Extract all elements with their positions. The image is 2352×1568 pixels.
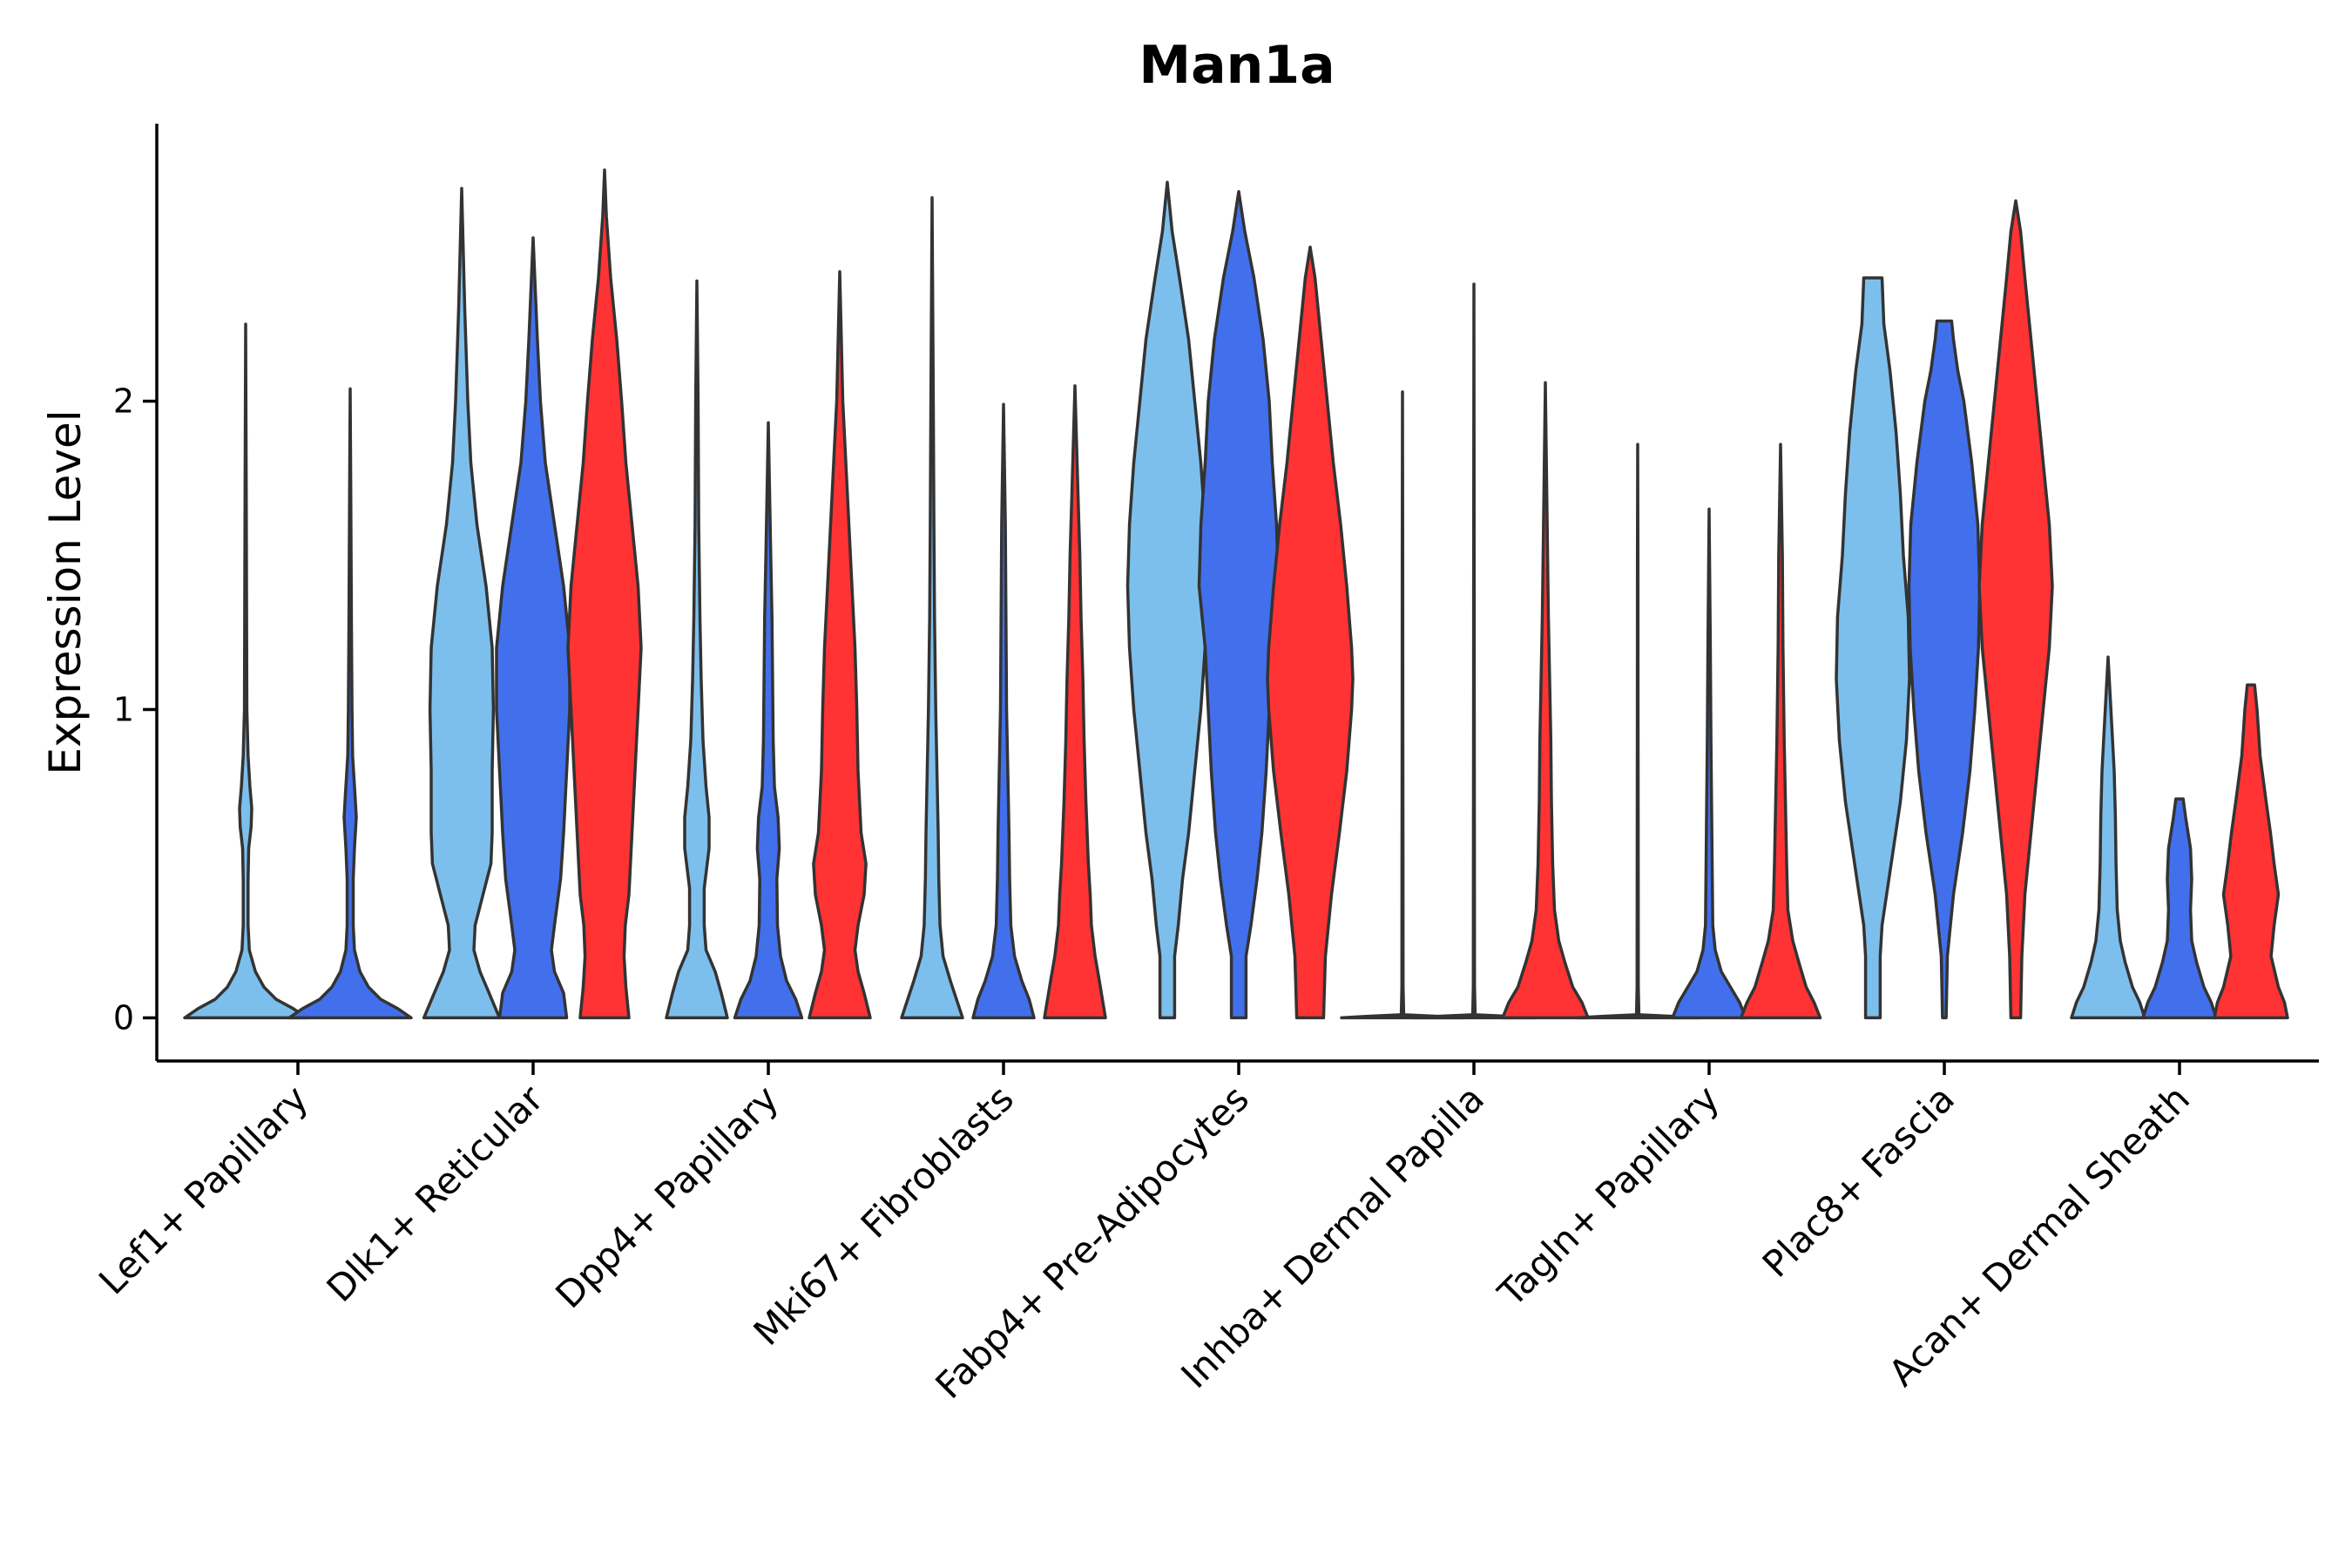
violin-0-0 xyxy=(183,322,308,1020)
violin-2-2 xyxy=(808,270,872,1020)
violin-1-0 xyxy=(422,186,502,1020)
y-tick-label-0: 0 xyxy=(113,998,134,1037)
violin-5-2 xyxy=(1501,381,1590,1020)
x-tick-label-7: Plac8+ Fascia xyxy=(1754,1077,1963,1285)
x-tick-label-1: Dlk1+ Reticular xyxy=(319,1077,552,1310)
violin-2-1 xyxy=(733,421,804,1020)
violin-5-0 xyxy=(1340,390,1465,1020)
violin-2-0 xyxy=(665,279,729,1020)
violin-3-0 xyxy=(900,196,964,1020)
violin-8-1 xyxy=(2141,797,2218,1020)
violin-8-0 xyxy=(2070,655,2146,1020)
x-tick-label-0: Lef1+ Papillary xyxy=(91,1077,316,1302)
violin-4-0 xyxy=(1125,180,1209,1020)
violin-8-2 xyxy=(2213,683,2289,1020)
violin-4-1 xyxy=(1197,190,1281,1020)
x-tick-label-2: Dpp4+ Papillary xyxy=(547,1077,787,1316)
violin-6-0 xyxy=(1575,443,1700,1020)
violin-1-1 xyxy=(495,236,571,1020)
y-axis-label: Expression Level xyxy=(40,409,91,774)
violin-4-2 xyxy=(1266,245,1355,1020)
violin-layer xyxy=(183,168,2289,1020)
violin-6-1 xyxy=(1671,507,1747,1020)
violin-0-1 xyxy=(287,387,413,1020)
x-tick-label-6: Tagln+ Papillary xyxy=(1490,1077,1727,1315)
violin-7-2 xyxy=(1977,199,2054,1020)
y-tick-label-1: 1 xyxy=(113,691,134,729)
y-tick-label-2: 2 xyxy=(113,382,134,421)
violin-7-1 xyxy=(1907,319,1982,1020)
x-tick-label-3: Mki67+ Fibroblasts xyxy=(746,1077,1022,1353)
violin-1-2 xyxy=(566,168,643,1020)
y-axis-ticks: 0 1 2 xyxy=(113,382,157,1037)
violin-6-2 xyxy=(1739,443,1822,1020)
chart-title: Man1a xyxy=(1139,35,1335,96)
violin-7-0 xyxy=(1835,276,1911,1020)
violin-3-1 xyxy=(971,402,1036,1020)
violin-3-2 xyxy=(1043,384,1107,1020)
violin-5-1 xyxy=(1411,282,1537,1020)
